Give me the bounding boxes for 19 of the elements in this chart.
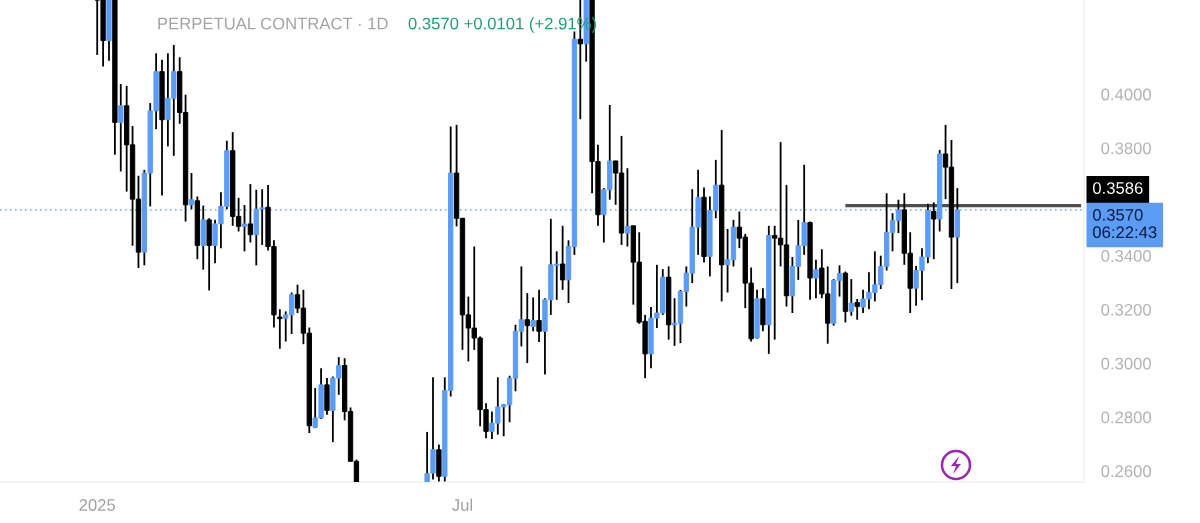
candlestick [536, 288, 542, 343]
y-tick-label: 0.3200 [1101, 303, 1151, 316]
candlestick [247, 183, 254, 244]
candlestick [277, 308, 283, 350]
y-tick-label: 0.2600 [1101, 465, 1151, 478]
y-tick-label: 0.3400 [1101, 250, 1151, 262]
candlestick [524, 292, 530, 364]
candlestick [559, 224, 566, 291]
text: PERPETUAL CONTRACT · 1D [158, 17, 388, 30]
data-label: 0.3586 [1092, 182, 1143, 194]
ref-line-label: 0.3570 06:22:43 [1092, 208, 1157, 239]
candlestick [854, 298, 860, 321]
y-tick-label: 0.3000 [1101, 357, 1151, 370]
candlestick [931, 201, 937, 261]
x-tick-label: Jul [452, 498, 473, 511]
y-tick-label: 0.2800 [1101, 411, 1151, 424]
y-tick-label: 0.3800 [1101, 142, 1151, 155]
x-tick-label: 2025 [79, 499, 116, 511]
y-tick-label: 0.4000 [1101, 88, 1151, 101]
